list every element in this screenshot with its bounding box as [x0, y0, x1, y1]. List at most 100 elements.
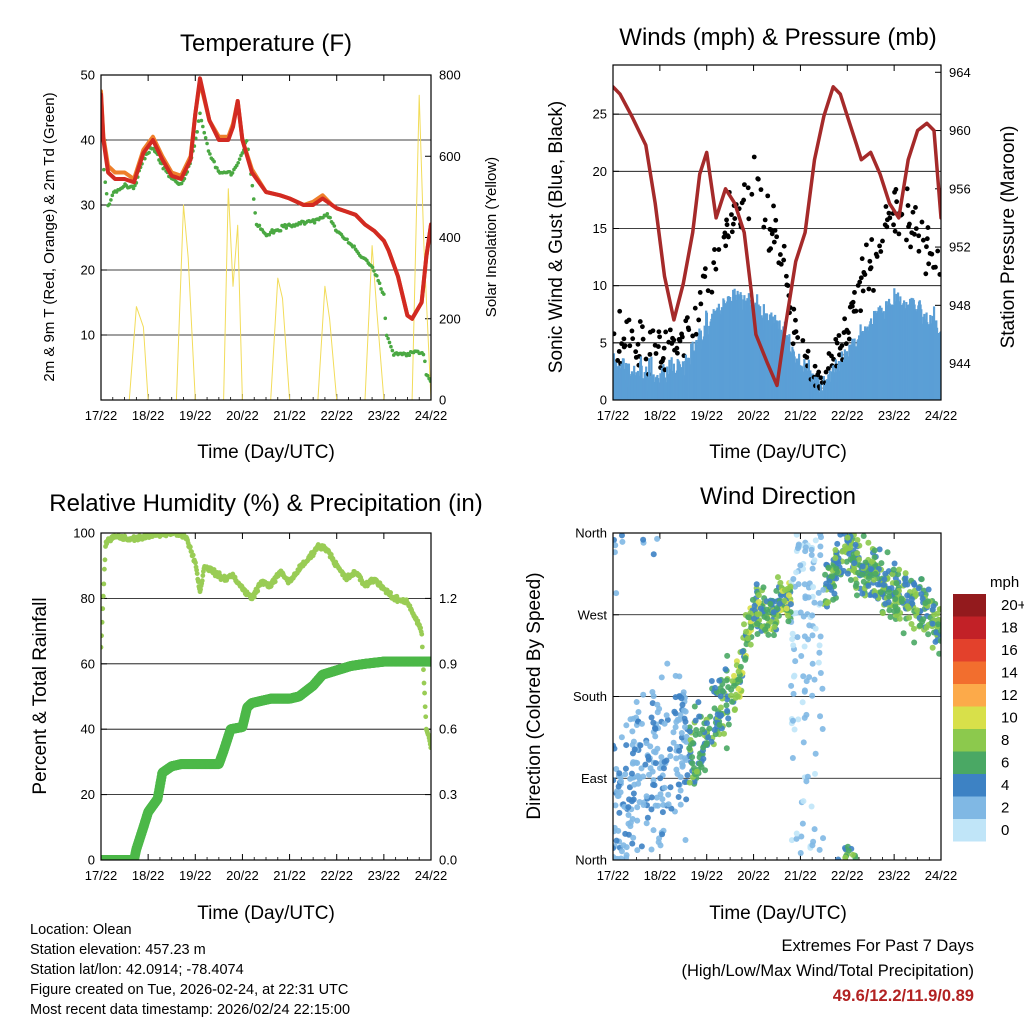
- x-tick-label: 21/22: [273, 868, 306, 883]
- legend-swatch: [953, 774, 986, 797]
- direction-point: [620, 842, 627, 849]
- dewpoint-point: [206, 149, 211, 153]
- dewpoint-point: [133, 183, 137, 188]
- direction-point: [817, 543, 824, 550]
- dewpoint-point: [250, 183, 255, 188]
- direction-point: [761, 613, 768, 620]
- direction-point: [613, 590, 620, 597]
- direction-point: [800, 798, 807, 805]
- direction-point: [677, 801, 684, 808]
- x-axis-label: Time (Day/UTC): [197, 442, 335, 463]
- direction-point: [613, 766, 620, 773]
- direction-point: [904, 603, 911, 610]
- direction-point: [711, 726, 718, 733]
- y2-axis-label: Station Pressure (Maroon): [998, 126, 1019, 349]
- y-axis-label: Direction (Colored By Speed): [524, 572, 545, 819]
- rh-point: [101, 566, 107, 572]
- direction-point: [817, 534, 824, 541]
- direction-point: [651, 782, 658, 789]
- direction-point: [617, 855, 624, 860]
- direction-point: [793, 830, 800, 837]
- gust-point: [684, 315, 690, 321]
- direction-point: [809, 612, 816, 619]
- rh-point: [101, 619, 105, 625]
- dewpoint-point: [104, 191, 109, 196]
- direction-point: [789, 754, 796, 761]
- direction-point: [725, 715, 732, 722]
- direction-point: [721, 730, 728, 737]
- dewpoint-point: [383, 316, 388, 321]
- direction-point: [658, 674, 665, 681]
- direction-point: [686, 745, 693, 752]
- direction-point: [613, 837, 620, 844]
- gust-point: [929, 251, 935, 257]
- direction-point: [811, 599, 818, 606]
- plot-frame: [612, 64, 942, 401]
- gust-point: [724, 222, 730, 228]
- direction-point: [613, 537, 617, 544]
- direction-point: [672, 710, 679, 717]
- direction-point: [911, 639, 918, 646]
- direction-point: [617, 778, 624, 785]
- gust-point: [655, 344, 661, 349]
- y-tick-label: 5: [600, 335, 607, 350]
- gust-point: [842, 316, 848, 322]
- legend-swatch: [953, 706, 986, 729]
- direction-point: [788, 837, 795, 844]
- temperature-series: [101, 76, 431, 400]
- direction-point: [640, 691, 647, 698]
- gust-point: [774, 234, 780, 240]
- direction-point: [700, 755, 707, 762]
- gust-point: [730, 221, 736, 227]
- gust-point: [626, 317, 632, 323]
- direction-point: [801, 633, 808, 640]
- gust-point: [907, 221, 912, 227]
- gust-point: [791, 306, 797, 312]
- dewpoint-point: [370, 265, 375, 270]
- x-tick-label: 17/22: [85, 868, 118, 883]
- direction-point: [613, 742, 617, 749]
- direction-point: [622, 765, 629, 772]
- dewpoint-point: [201, 124, 205, 129]
- x-tick-label: 24/22: [925, 408, 958, 423]
- direction-point: [716, 677, 723, 684]
- rh-point: [194, 571, 200, 576]
- direction-point: [853, 580, 860, 587]
- direction-point: [827, 584, 834, 591]
- direction-point: [623, 722, 630, 729]
- direction-point: [879, 610, 886, 617]
- rh-point: [388, 590, 394, 595]
- y-axis-label: Percent & Total Rainfall: [30, 597, 51, 794]
- direction-point: [626, 784, 633, 791]
- direction-point: [735, 685, 742, 692]
- y-tick-label: 100: [73, 526, 95, 541]
- direction-point: [790, 576, 797, 583]
- direction-point: [663, 757, 670, 764]
- gust-point: [732, 216, 738, 221]
- winds-pressure-panel: Winds (mph) & Pressure (mb) Time (Day/UT…: [546, 24, 1019, 463]
- gust-point: [692, 305, 698, 311]
- direction-point: [673, 755, 680, 762]
- gust-point: [923, 271, 929, 277]
- y2-tick-label: 600: [439, 149, 461, 164]
- direction-point: [933, 629, 940, 636]
- direction-point: [630, 759, 637, 766]
- gust-point: [859, 256, 865, 262]
- gust-point: [629, 328, 635, 334]
- legend-label: 0: [1001, 822, 1009, 839]
- gust-point: [702, 274, 708, 279]
- direction-point: [650, 551, 657, 558]
- gust-point: [834, 340, 840, 346]
- rh-point: [251, 594, 257, 600]
- dewpoint-point: [425, 373, 430, 378]
- gust-point: [637, 319, 643, 324]
- direction-point: [627, 819, 634, 826]
- direction-point: [799, 699, 806, 706]
- direction-point: [891, 608, 898, 615]
- gust-point: [871, 288, 876, 293]
- gust-point: [679, 334, 685, 340]
- direction-point: [868, 566, 875, 573]
- direction-point: [743, 628, 750, 635]
- x-tick-label: 18/22: [644, 868, 677, 883]
- direction-point: [623, 742, 630, 749]
